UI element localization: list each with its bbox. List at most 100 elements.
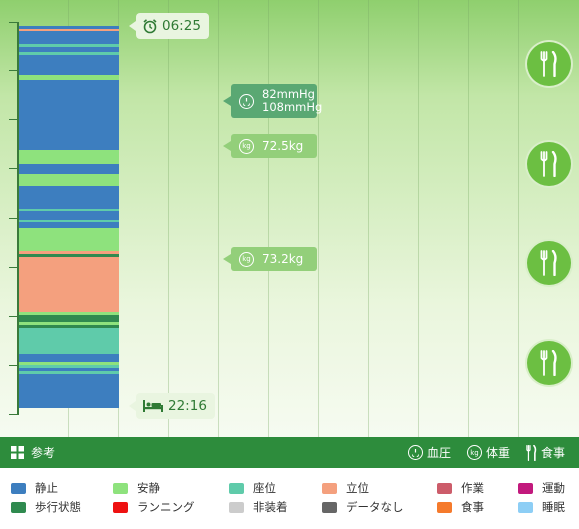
kg-icon: kg [466, 445, 482, 460]
activity-segment-sitting [19, 371, 119, 375]
fork-knife-icon [526, 444, 537, 461]
activity-segment-static [19, 55, 119, 75]
activity-segment-static [19, 80, 119, 151]
blood-pressure-bubble[interactable]: 82mmHg 108mmHg [223, 84, 322, 118]
activity-segment-static [19, 211, 119, 221]
legend-item: 睡眠 [518, 499, 565, 515]
axis-tick [9, 168, 18, 169]
activity-segment-sitting [19, 51, 119, 56]
fork-knife-icon [540, 250, 557, 276]
grid-line [418, 0, 419, 437]
activity-segment-static [19, 368, 119, 372]
weight-bubble[interactable]: kg 72.5kg [223, 134, 317, 158]
legend-label: データなし [346, 500, 404, 514]
legend-label: 作業 [461, 481, 484, 495]
grid-line [518, 0, 519, 437]
activity-segment-standing [19, 250, 119, 254]
start-time-label: 06:25 [162, 18, 201, 34]
activity-segment-static [19, 30, 119, 45]
axis-tick [9, 22, 18, 23]
meal-reference[interactable]: 食事 [526, 444, 565, 461]
meal-button[interactable] [527, 142, 571, 186]
legend-label: 静止 [35, 481, 58, 495]
legend-item: 立位 [322, 480, 369, 496]
weight-bubble[interactable]: kg 73.2kg [223, 247, 317, 271]
axis-tick [9, 267, 18, 268]
grid-line [318, 0, 319, 437]
kg-icon: kg [239, 138, 254, 154]
reference-label: 参考 [31, 446, 56, 460]
grid-line [368, 0, 369, 437]
legend-label: 歩行状態 [35, 500, 81, 514]
legend-swatch [113, 501, 128, 513]
axis-tick [9, 119, 18, 120]
reference-toggle[interactable]: 参考 [0, 444, 55, 461]
blood-pressure-ref-label: 血圧 [426, 446, 451, 460]
legend-item: 座位 [229, 480, 276, 496]
activity-segment-walking [19, 253, 119, 257]
activity-legend: 静止 安静 座位 立位 作業 運動 歩行状態 ランニング 非装着 データなし 食事 睡眠 [0, 474, 579, 524]
activity-segment-static [19, 26, 119, 30]
weight-value: 72.5kg [262, 139, 304, 153]
legend-label: 睡眠 [542, 500, 565, 514]
activity-timeline-bar[interactable] [19, 26, 119, 408]
activity-segment-resting [19, 311, 119, 315]
meal-button[interactable] [527, 341, 571, 385]
meal-button[interactable] [527, 241, 571, 285]
activity-segment-resting [19, 174, 119, 186]
start-time-bubble: 06:25 [129, 13, 209, 39]
legend-label: 座位 [253, 481, 276, 495]
blood-pressure-reference[interactable]: 血圧 [407, 444, 451, 461]
grid-line [268, 0, 269, 437]
fork-knife-icon [540, 51, 557, 77]
legend-swatch [11, 482, 26, 494]
gauge-icon [239, 93, 254, 109]
legend-swatch [11, 501, 26, 513]
legend-label: 運動 [542, 481, 565, 495]
reference-bar: 参考 血圧 kg 体重 食事 [0, 437, 579, 468]
weight-reference[interactable]: kg 体重 [466, 444, 510, 461]
legend-swatch [518, 482, 533, 494]
end-time-label: 22:16 [168, 398, 207, 414]
axis-tick [9, 316, 18, 317]
activity-segment-walking [19, 314, 119, 323]
meal-ref-label: 食事 [540, 446, 565, 460]
grid-line [218, 0, 219, 437]
legend-label: 安静 [137, 481, 160, 495]
activity-segment-static [19, 47, 119, 52]
time-axis [17, 22, 19, 415]
end-time-bubble: 22:16 [129, 393, 215, 419]
activity-segment-static [19, 164, 119, 175]
legend-item: 運動 [518, 480, 565, 496]
legend-swatch [229, 482, 244, 494]
activity-segment-resting [19, 227, 119, 251]
kg-icon: kg [239, 251, 254, 267]
bp-low: 82mmHg [262, 87, 315, 101]
fork-knife-icon [540, 350, 557, 376]
legend-item: 非装着 [229, 499, 288, 515]
activity-segment-sitting [19, 208, 119, 212]
bp-high: 108mmHg [262, 100, 323, 114]
grid-line [468, 0, 469, 437]
activity-segment-sitting [19, 44, 119, 48]
legend-item: 安静 [113, 480, 160, 496]
grid-line [168, 0, 169, 437]
legend-swatch [518, 501, 533, 513]
legend-swatch [229, 501, 244, 513]
activity-segment-resting [19, 322, 119, 325]
axis-tick [9, 414, 18, 415]
activity-segment-standing [19, 29, 119, 31]
legend-label: ランニング [137, 500, 195, 514]
activity-chart: 06:25 22:16 82mmHg 108mmHg kg 72.5kg kg … [0, 0, 579, 437]
blood-pressure-values: 82mmHg 108mmHg [262, 88, 322, 114]
meal-button[interactable] [527, 42, 571, 86]
activity-segment-resting [19, 150, 119, 165]
legend-swatch [437, 501, 452, 513]
axis-tick [9, 70, 18, 71]
activity-segment-static [19, 222, 119, 228]
legend-item: 作業 [437, 480, 484, 496]
weight-value: 73.2kg [262, 252, 304, 266]
legend-swatch [322, 482, 337, 494]
activity-segment-sitting [19, 327, 119, 354]
legend-swatch [322, 501, 337, 513]
